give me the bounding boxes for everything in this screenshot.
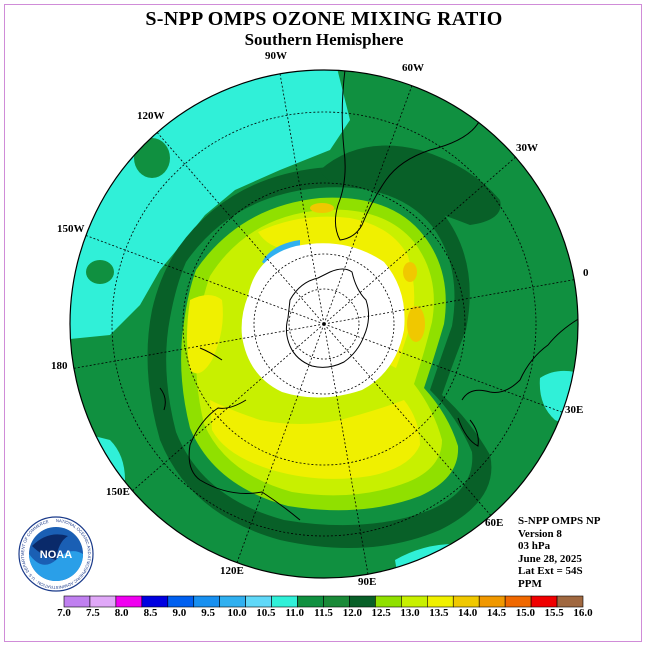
region-14-0-a: [407, 306, 425, 342]
map-boundary: [69, 69, 579, 579]
lon-label-120w: 120W: [137, 110, 165, 122]
colorbar-tick-label: 16.0: [573, 607, 593, 619]
info-lat-ext: Lat Ext = 54S: [518, 565, 583, 577]
polar-no-data: [241, 243, 405, 398]
colorbar-tick-label: 9.5: [201, 607, 216, 619]
colorbar-tick-label: 12.5: [371, 607, 391, 619]
noaa-logo: NOAA NATIONAL OCEANIC AND ATMOSPHERIC AD…: [18, 516, 94, 592]
australia-coast: [188, 399, 301, 521]
info-date: June 28, 2025: [518, 552, 582, 565]
map-subtitle: Southern Hemisphere: [244, 30, 404, 49]
lon-label-0: 0: [583, 267, 589, 279]
lon-label-90e: 90E: [358, 576, 377, 588]
region-12-0-north-patch: [320, 145, 501, 225]
graticule: [70, 70, 578, 578]
colorbar-tick-label: 8.0: [114, 607, 129, 619]
lon-label-60w: 60W: [402, 62, 424, 74]
region-14-0-b: [403, 262, 417, 282]
lon-label-120e: 120E: [220, 565, 244, 577]
new-zealand-coast: [159, 347, 223, 411]
colorbar-tick-label: 7.5: [85, 607, 100, 619]
region-14-0-c: [310, 203, 334, 213]
lon-label-30w: 30W: [516, 142, 538, 154]
lon-label-60e: 60E: [485, 517, 504, 529]
africa-coast: [461, 317, 578, 401]
info-version: Version 8: [518, 527, 562, 540]
antarctica-coast: [285, 268, 370, 368]
lon-label-150w: 150W: [57, 223, 85, 235]
colorbar-tick-label: 13.5: [429, 607, 449, 619]
madagascar-coast: [457, 417, 479, 447]
lon-label-30e: 30E: [565, 404, 584, 416]
colorbar-tick-label: 15.5: [544, 607, 564, 619]
lon-label-150e: 150E: [106, 486, 130, 498]
info-pressure: 03 hPa: [518, 540, 551, 552]
colorbar-tick-label: 15.0: [515, 607, 535, 619]
plot-frame: [4, 4, 642, 642]
colorbar-tick-label: 7.0: [57, 607, 71, 619]
ozone-field: [70, 70, 578, 578]
colorbar-tick-label: 11.0: [285, 607, 304, 619]
island-11-5-b: [86, 260, 114, 284]
info-units: PPM: [518, 577, 542, 590]
lon-label-90w: 90W: [265, 50, 287, 62]
colorbar-tick-label: 8.5: [143, 607, 158, 619]
colorbar-tick-label: 13.0: [400, 607, 420, 619]
info-instrument: S-NPP OMPS NP: [518, 515, 601, 527]
region-13-5-west: [187, 295, 223, 374]
colorbar-tick-label: 9.0: [172, 607, 187, 619]
colorbar-tick-label: 12.0: [342, 607, 362, 619]
coastlines: [159, 70, 578, 521]
colorbar-tick-label: 10.0: [227, 607, 247, 619]
colorbar-tick-label: 10.5: [256, 607, 276, 619]
colorbar-tick-label: 14.0: [458, 607, 478, 619]
island-11-5-a: [134, 138, 170, 178]
colorbar-tick-label: 14.5: [486, 607, 507, 619]
south-america-coast: [334, 70, 501, 241]
map-title: S-NPP OMPS OZONE MIXING RATIO: [145, 8, 503, 30]
region-13-5-south: [210, 400, 420, 479]
colorbar-tick-label: 11.5: [314, 607, 333, 619]
lon-label-180: 180: [51, 360, 68, 372]
info-block: S-NPP OMPS NP Version 8 03 hPa June 28, …: [518, 515, 601, 590]
noaa-logo-text: NOAA: [40, 549, 72, 561]
